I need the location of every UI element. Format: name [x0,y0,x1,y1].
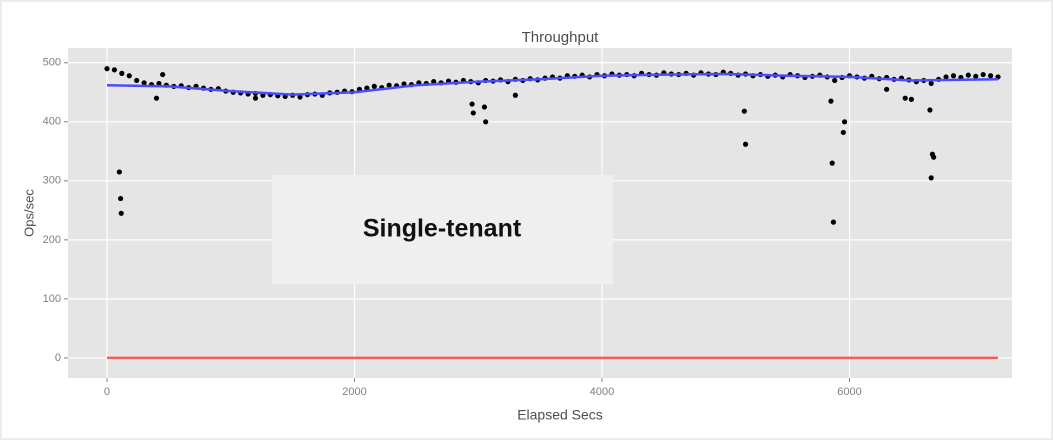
point [987,73,994,79]
point [908,96,914,102]
y-tick-label: 500 [43,57,61,69]
point [160,71,166,78]
point [928,175,934,181]
y-tick-label: 0 [55,352,61,364]
marks [104,66,1001,360]
point [965,72,971,78]
point [828,98,834,104]
line [106,72,999,96]
point [116,169,122,175]
y-axis-label: Ops/sec [21,189,36,237]
point [153,95,160,101]
point [902,95,908,101]
point [840,129,846,136]
point [884,86,890,92]
point [252,95,259,101]
point [104,66,110,72]
point [928,80,934,87]
point [371,83,377,89]
chart-title: Throughput [522,29,600,46]
point [117,195,124,202]
point [126,73,132,79]
point [943,74,949,80]
point [927,107,933,113]
y-tick-label: 100 [43,293,61,305]
point [832,77,838,84]
x-tick-label: 6000 [837,386,861,398]
x-axis-label: Elapsed Secs [517,407,603,423]
annotation: Single-tenant [363,215,522,243]
point [931,154,937,160]
point [829,160,835,166]
point [141,80,147,86]
y-tick-label: 400 [43,116,61,128]
point [742,141,749,147]
point [841,119,848,125]
point [481,104,488,110]
point [950,73,957,79]
point [483,119,489,125]
point [386,82,392,88]
point [111,67,118,73]
point [297,94,303,100]
point [134,77,140,84]
point [973,73,979,79]
point [830,219,837,225]
point [156,80,162,87]
y-tick-label: 300 [43,175,61,187]
x-tick-label: 4000 [590,386,614,398]
x-tick-label: 2000 [342,386,366,398]
x-tick-label: 0 [104,386,110,398]
point [118,210,124,216]
point [364,85,370,91]
point [470,110,476,116]
point [119,70,125,76]
annotation-box [272,175,613,284]
point [741,108,747,114]
point [980,71,986,78]
point [469,101,475,107]
y-tick-label: 200 [43,234,61,246]
point [512,92,518,98]
